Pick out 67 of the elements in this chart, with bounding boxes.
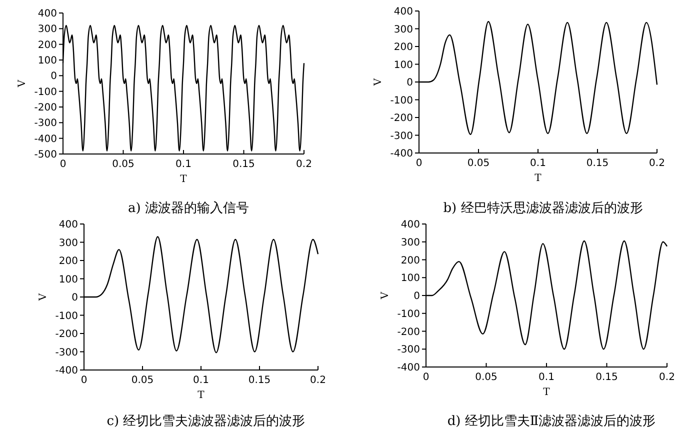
y-tick-label: -300 [34, 118, 57, 130]
x-axis-title: T [543, 387, 550, 398]
x-tick-label: 0.15 [596, 372, 618, 383]
y-axis-title: V [17, 79, 28, 88]
x-tick-label: 0.2 [659, 372, 675, 383]
y-tick-label: 100 [394, 60, 413, 71]
y-tick-label: 400 [400, 220, 420, 230]
y-tick-label: -200 [397, 326, 420, 338]
y-tick-label: 200 [38, 40, 57, 51]
y-tick-label: 400 [58, 220, 78, 230]
x-tick-label: 0.05 [131, 375, 154, 386]
y-tick-label: 0 [414, 291, 420, 302]
x-axis-title: T [198, 390, 205, 401]
y-tick-label: 100 [38, 56, 57, 66]
x-tick-label: 0.15 [586, 158, 609, 169]
y-tick-label: -200 [55, 329, 78, 340]
x-tick-label: 0.05 [475, 372, 498, 383]
y-tick-label: 200 [58, 256, 78, 267]
y-tick-label: -300 [55, 347, 78, 358]
y-tick-label: 400 [394, 6, 413, 18]
y-tick-label: 0 [406, 78, 413, 88]
x-tick-label: 0.1 [538, 372, 554, 383]
text: b) 经巴特沃思滤波器滤波后的波形 [443, 201, 643, 216]
y-tick-label: 300 [38, 24, 57, 36]
y-tick-label: -100 [34, 86, 57, 98]
y-tick-label: -100 [55, 310, 78, 322]
y-tick-label: 300 [400, 237, 420, 248]
x-axis-title: T [180, 174, 188, 185]
y-axis-title: V [380, 291, 391, 300]
text: d) 经切比雪夫Ⅱ滤波器滤波后的波形 [447, 414, 656, 429]
x-tick-label: 0.1 [193, 375, 209, 386]
y-tick-label: 200 [394, 42, 413, 53]
y-tick-label: 300 [394, 24, 413, 36]
y-tick-label: -300 [390, 130, 413, 142]
y-tick-label: -400 [390, 148, 413, 160]
y-tick-label: 300 [58, 238, 78, 249]
y-tick-label: 100 [58, 274, 78, 286]
y-tick-label: -400 [34, 134, 57, 145]
x-tick-label: 0.05 [467, 158, 490, 169]
x-tick-label: 0.05 [112, 159, 134, 170]
y-tick-label: 100 [400, 273, 420, 284]
x-tick-label: 0 [422, 372, 430, 383]
y-tick-label: -100 [390, 95, 413, 106]
y-tick-label: -300 [397, 344, 420, 356]
y-tick-label: -500 [34, 150, 57, 160]
x-tick-label: 0 [80, 375, 88, 386]
y-tick-label: 0 [50, 71, 57, 82]
y-axis-title: V [373, 78, 384, 87]
text: c) 经切比雪夫滤波器滤波后的波形 [106, 414, 306, 429]
y-tick-label: 200 [400, 255, 420, 266]
y-tick-label: -200 [34, 102, 57, 114]
y-tick-label: 400 [38, 8, 57, 20]
x-axis-title: T [534, 173, 542, 184]
x-tick-label: 0.2 [310, 375, 326, 386]
y-tick-label: -200 [390, 113, 413, 124]
y-tick-label: 0 [72, 292, 78, 304]
x-tick-label: 0.2 [649, 158, 665, 169]
x-tick-label: 0.1 [530, 158, 546, 169]
y-tick-label: -100 [397, 308, 420, 320]
x-tick-label: 0.15 [232, 159, 255, 170]
text: a) 滤波器的输入信号 [128, 201, 249, 216]
y-tick-label: -400 [55, 366, 78, 376]
x-tick-label: 0.2 [296, 159, 312, 170]
x-tick-label: 0.15 [248, 375, 271, 386]
x-tick-label: 0.1 [176, 159, 192, 170]
y-axis-title: V [38, 292, 49, 302]
y-tick-label: -400 [397, 362, 420, 374]
